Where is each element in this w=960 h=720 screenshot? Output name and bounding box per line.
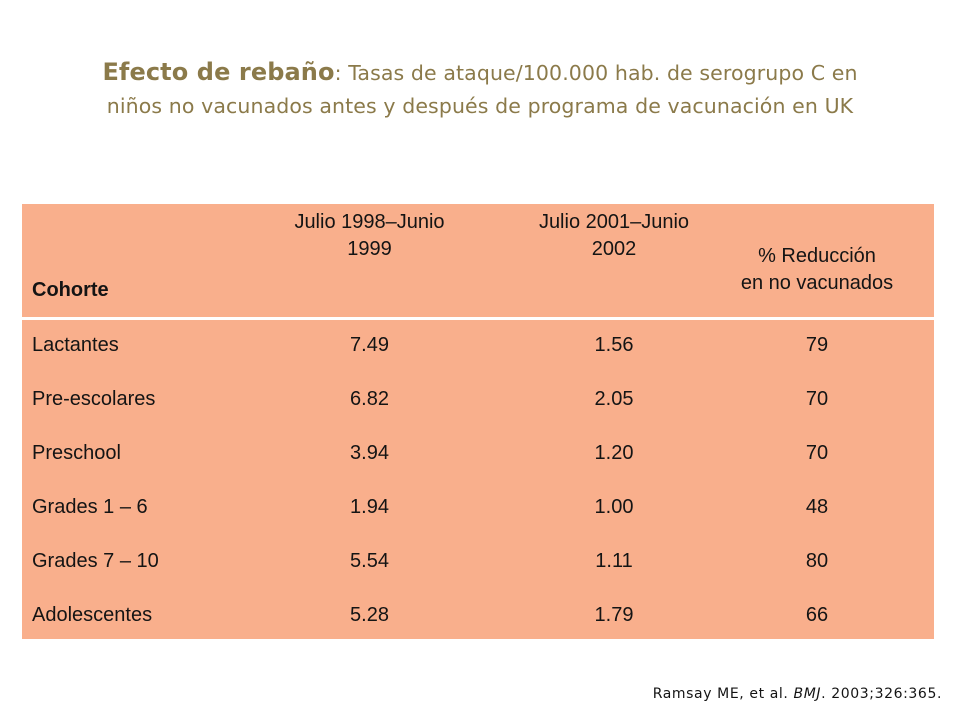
table-row: Grades 1 – 6 1.94 1.00 48 (22, 482, 934, 536)
header-reduction-line-1: % Reducción (758, 245, 876, 267)
cell-after: 1.00 (594, 496, 634, 518)
title-rest: : Tasas de ataque/100.000 hab. de serogr… (334, 61, 858, 85)
data-table: Cohorte Julio 1998–Junio 1999 Julio 2001… (22, 204, 934, 639)
cell-before: 5.54 (350, 550, 389, 572)
table-row: Adolescentes 5.28 1.79 66 (22, 590, 934, 644)
cell-cohort: Adolescentes (32, 604, 153, 626)
cell-cohort: Pre-escolares (32, 388, 156, 410)
cell-before: 1.94 (350, 496, 389, 518)
cell-after: 1.11 (595, 550, 633, 572)
citation-authors: Ramsay ME, et al. (652, 686, 794, 702)
cell-before: 5.28 (350, 604, 389, 626)
header-period-1-line-2: 1999 (347, 238, 392, 260)
citation: Ramsay ME, et al. BMJ. 2003;326:365. (653, 686, 942, 702)
header-period-2: Julio 2001–Junio 2002 (509, 209, 719, 263)
cell-before: 6.82 (350, 388, 389, 410)
slide-title: Efecto de rebaño: Tasas de ataque/100.00… (40, 56, 920, 123)
header-divider (22, 317, 934, 320)
citation-journal: BMJ (793, 686, 822, 702)
header-period-1: Julio 1998–Junio 1999 (267, 209, 472, 263)
cell-after: 1.56 (594, 334, 634, 356)
cell-reduction: 79 (805, 334, 829, 356)
cell-reduction: 70 (805, 442, 829, 464)
table-row: Grades 7 – 10 5.54 1.11 80 (22, 536, 934, 590)
table-row: Lactantes 7.49 1.56 79 (22, 320, 934, 374)
cell-reduction: 80 (805, 550, 829, 572)
cell-before: 3.94 (350, 442, 389, 464)
header-period-2-line-2: 2002 (591, 238, 637, 260)
cell-after: 2.05 (594, 388, 634, 410)
header-reduction-line-2: en no vacunados (740, 272, 894, 294)
title-emphasis: Efecto de rebaño (102, 58, 335, 86)
title-line-2: niños no vacunados antes y después de pr… (106, 94, 854, 118)
cell-reduction: 70 (805, 388, 829, 410)
cell-after: 1.20 (594, 442, 634, 464)
cell-reduction: 48 (805, 496, 829, 518)
cell-cohort: Lactantes (32, 334, 119, 356)
table-header: Cohorte Julio 1998–Junio 1999 Julio 2001… (22, 204, 934, 316)
citation-details: . 2003;326:365. (821, 686, 942, 702)
table-row: Preschool 3.94 1.20 70 (22, 428, 934, 482)
cell-before: 7.49 (350, 334, 389, 356)
header-period-1-line-1: Julio 1998–Junio (294, 211, 445, 233)
cell-reduction: 66 (805, 604, 829, 626)
cell-cohort: Grades 7 – 10 (32, 550, 159, 572)
title-line-1: Efecto de rebaño: Tasas de ataque/100.00… (40, 56, 920, 90)
header-cohorte: Cohorte (32, 279, 109, 301)
table-row: Pre-escolares 6.82 2.05 70 (22, 374, 934, 428)
header-reduction: % Reducción en no vacunados (712, 243, 922, 297)
cell-cohort: Preschool (32, 442, 121, 464)
header-period-2-line-1: Julio 2001–Junio (538, 211, 690, 233)
cell-after: 1.79 (594, 604, 634, 626)
cell-cohort: Grades 1 – 6 (32, 496, 148, 518)
